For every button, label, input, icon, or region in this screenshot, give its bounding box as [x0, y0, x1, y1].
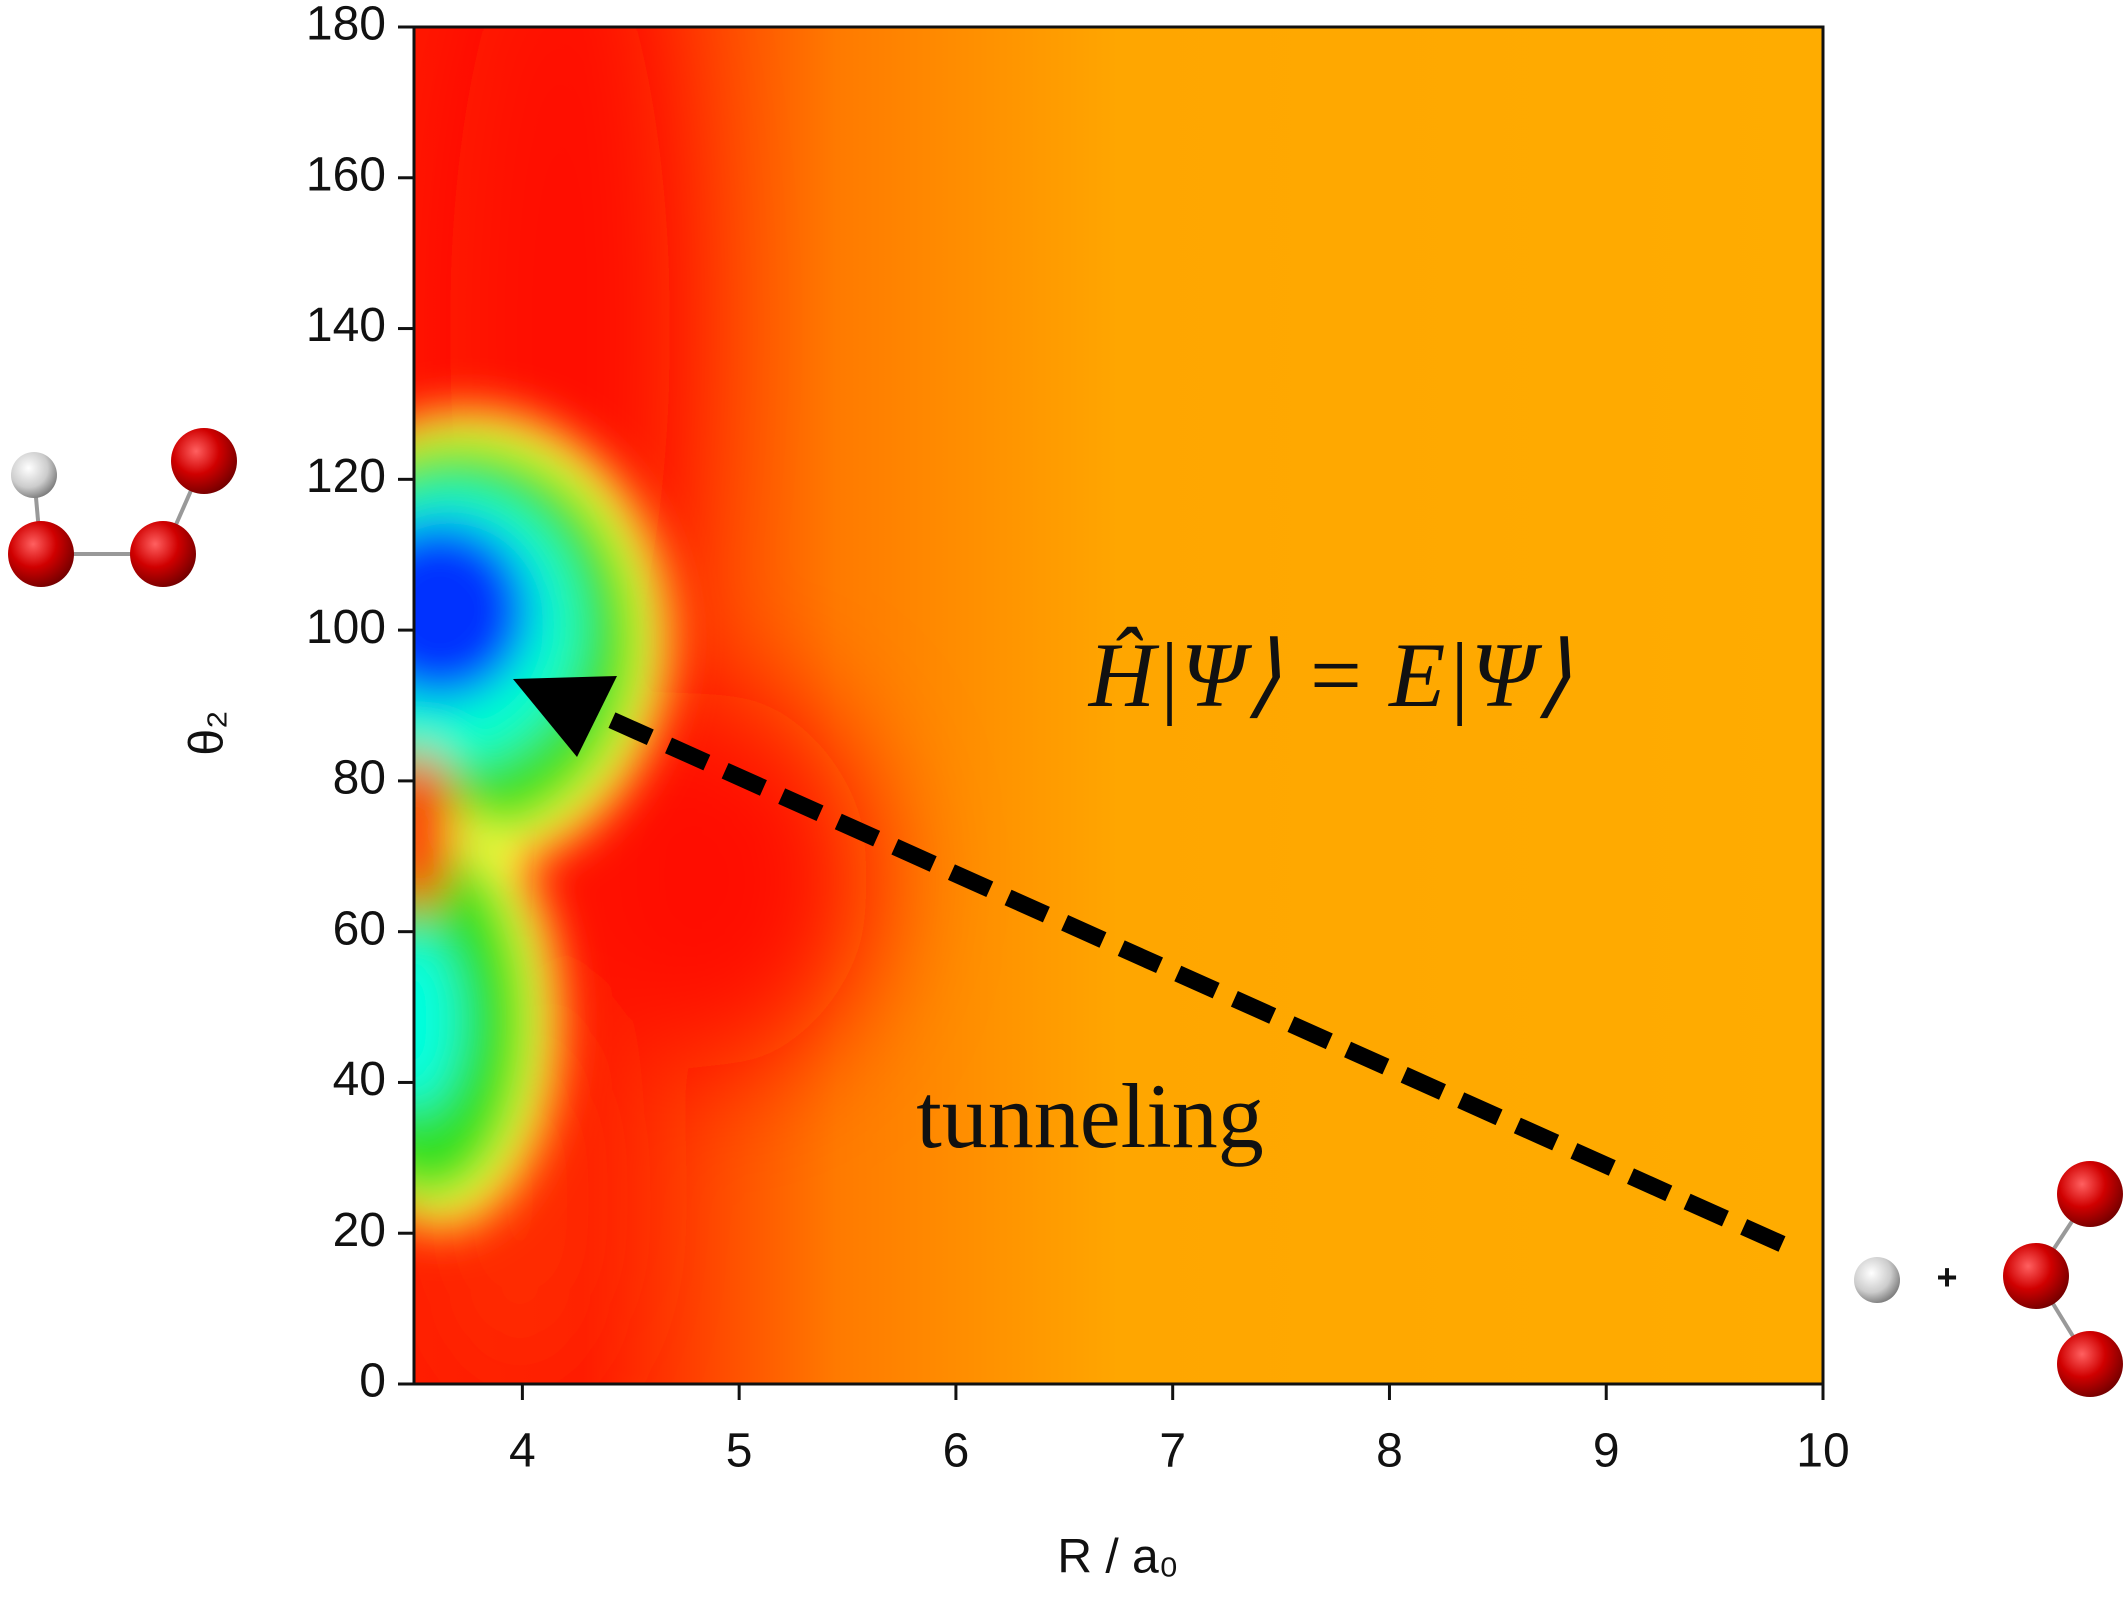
x-tick-label: 6 [943, 1425, 970, 1478]
arrow-line [601, 709, 1786, 1252]
x-axis-title: R / a₀ [1057, 1531, 1178, 1584]
x-tick-label: 10 [1796, 1425, 1849, 1478]
x-tick-label: 8 [1376, 1425, 1403, 1478]
equation: Ĥ|Ψ⟩ = E|Ψ⟩ [1088, 624, 1571, 726]
molecule-left [8, 428, 237, 587]
y-tick-label: 40 [333, 1053, 386, 1106]
y-tick-label: 160 [306, 148, 386, 201]
x-tick-label: 7 [1159, 1425, 1186, 1478]
y-tick-label: 100 [306, 601, 386, 654]
plus-sign: + [1936, 1257, 1957, 1298]
heatmap-field [414, 27, 1823, 1384]
molecule-right [1854, 1161, 2123, 1397]
x-tick-label: 4 [509, 1425, 536, 1478]
arrow-head [513, 676, 617, 757]
plot-frame [412, 25, 1825, 1386]
x-tick-label: 5 [726, 1425, 753, 1478]
x-tick-label: 9 [1593, 1425, 1620, 1478]
y-tick-label: 80 [333, 752, 386, 805]
y-tick-label: 140 [306, 299, 386, 352]
y-tick-label: 180 [306, 0, 386, 51]
y-axis-title: θ₂ [181, 710, 234, 755]
y-tick-label: 120 [306, 450, 386, 503]
y-tick-label: 60 [333, 902, 386, 955]
y-tick-label: 0 [359, 1355, 386, 1408]
tunneling-label: tunneling [916, 1065, 1264, 1167]
y-tick-label: 20 [333, 1204, 386, 1257]
